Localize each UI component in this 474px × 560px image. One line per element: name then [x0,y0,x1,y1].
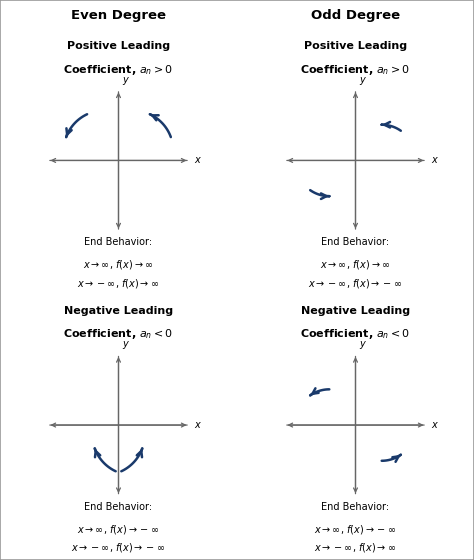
Text: Even Degree: Even Degree [71,9,166,22]
Text: $x \rightarrow \infty$, $f(x) \rightarrow -\infty$: $x \rightarrow \infty$, $f(x) \rightarro… [77,523,160,536]
Text: Negative Leading: Negative Leading [301,306,410,316]
Text: $x \rightarrow -\infty$, $f(x) \rightarrow \infty$: $x \rightarrow -\infty$, $f(x) \rightarr… [77,277,160,290]
Text: Odd Degree: Odd Degree [311,9,400,22]
Text: $x \rightarrow \infty$, $f(x) \rightarrow \infty$: $x \rightarrow \infty$, $f(x) \rightarro… [320,258,391,272]
Text: End Behavior:: End Behavior: [321,237,390,247]
Text: $x$: $x$ [194,420,202,430]
Text: $x$: $x$ [431,420,439,430]
Text: Coefficient, $a_n > 0$: Coefficient, $a_n > 0$ [301,63,410,77]
Text: $y$: $y$ [122,74,130,87]
Text: $x$: $x$ [194,156,202,165]
Text: Coefficient, $a_n < 0$: Coefficient, $a_n < 0$ [301,327,410,341]
Text: Positive Leading: Positive Leading [67,41,170,52]
Text: $y$: $y$ [359,339,367,351]
Text: $x \rightarrow -\infty$, $f(x) \rightarrow -\infty$: $x \rightarrow -\infty$, $f(x) \rightarr… [309,277,402,290]
Text: End Behavior:: End Behavior: [84,502,153,512]
Text: $x$: $x$ [431,156,439,165]
Text: $x \rightarrow -\infty$, $f(x) \rightarrow \infty$: $x \rightarrow -\infty$, $f(x) \rightarr… [314,542,397,554]
Text: $x \rightarrow -\infty$, $f(x) \rightarrow -\infty$: $x \rightarrow -\infty$, $f(x) \rightarr… [72,542,165,554]
Text: $y$: $y$ [359,74,367,87]
Text: End Behavior:: End Behavior: [84,237,153,247]
Text: $x \rightarrow \infty$, $f(x) \rightarrow \infty$: $x \rightarrow \infty$, $f(x) \rightarro… [83,258,154,272]
Text: End Behavior:: End Behavior: [321,502,390,512]
Text: Negative Leading: Negative Leading [64,306,173,316]
Text: Coefficient, $a_n < 0$: Coefficient, $a_n < 0$ [64,327,173,341]
Text: $y$: $y$ [122,339,130,351]
Text: $x \rightarrow \infty$, $f(x) \rightarrow -\infty$: $x \rightarrow \infty$, $f(x) \rightarro… [314,523,397,536]
Text: Positive Leading: Positive Leading [304,41,407,52]
Text: Coefficient, $a_n > 0$: Coefficient, $a_n > 0$ [64,63,173,77]
